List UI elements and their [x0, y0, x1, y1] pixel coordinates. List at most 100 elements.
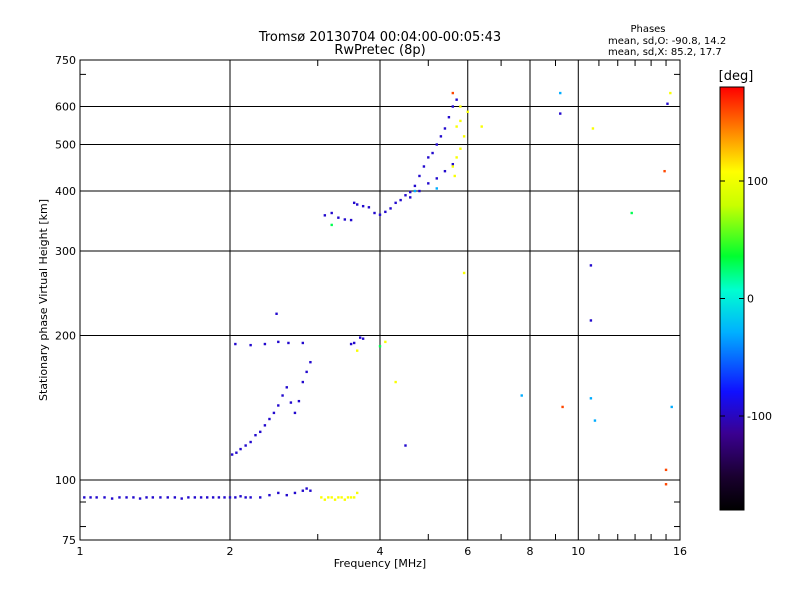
data-point [435, 187, 438, 190]
data-point [589, 397, 593, 400]
data-point [277, 491, 280, 495]
data-point [422, 165, 426, 168]
data-point [404, 194, 407, 197]
data-point [443, 169, 447, 173]
data-point [305, 370, 308, 374]
data-point [349, 218, 353, 222]
data-point [559, 112, 562, 115]
data-point [418, 189, 421, 193]
x-tick-label: 6 [464, 545, 471, 558]
data-point [663, 169, 666, 173]
data-point [337, 216, 340, 219]
data-point [235, 451, 238, 454]
data-point [352, 201, 356, 205]
data-point [409, 190, 412, 194]
data-point [346, 496, 350, 499]
data-point [199, 496, 203, 499]
plot-frame [79, 59, 681, 541]
data-point [352, 496, 356, 499]
stats-header: Phases [630, 24, 665, 35]
data-point [384, 210, 387, 214]
data-point [285, 386, 288, 389]
data-point [559, 91, 562, 95]
data-point [361, 204, 365, 208]
y-tick-label: 400 [55, 185, 76, 198]
plot-area: 1 2 4 6 8 10 16 75 100 200 300 400 500 600 750 [55, 54, 687, 558]
y-tick-label: 200 [55, 330, 76, 343]
data-point [480, 125, 483, 128]
data-point [151, 496, 155, 499]
data-point [394, 380, 397, 384]
data-point [451, 91, 455, 95]
data-point [277, 404, 280, 407]
data-point [330, 211, 333, 215]
data-point [330, 223, 333, 227]
data-point [451, 105, 455, 108]
y-tick-label: 500 [55, 139, 76, 152]
data-point [323, 498, 327, 501]
data-point [285, 493, 288, 497]
data-point [305, 487, 308, 490]
data-point [459, 119, 462, 123]
data-point [394, 201, 397, 205]
data-point [110, 497, 114, 500]
data-point [453, 174, 456, 178]
data-point [249, 343, 252, 347]
colorbar-tick-label: 100 [747, 175, 768, 188]
x-tick-label: 2 [227, 545, 234, 558]
axis-ticks: 1 2 4 6 8 10 16 75 100 200 300 400 500 600 750 [55, 54, 687, 558]
data-point [343, 498, 347, 501]
data-point [435, 177, 438, 180]
data-point [297, 399, 301, 403]
data-point [268, 493, 271, 497]
data-point [466, 110, 469, 113]
data-point [268, 417, 271, 421]
data-point [462, 135, 466, 138]
data-points [83, 91, 673, 501]
data-point [301, 380, 305, 384]
x-tick-label: 1 [77, 545, 84, 558]
data-point [309, 489, 312, 492]
x-axis-label: Frequency [MHz] [334, 557, 426, 570]
data-point [293, 411, 297, 415]
x-tick-label: 10 [571, 545, 585, 558]
data-point [254, 433, 257, 437]
data-point [418, 174, 421, 178]
data-point [263, 424, 267, 427]
data-point [427, 182, 430, 185]
data-point [330, 496, 333, 499]
data-point [263, 342, 267, 346]
data-point [630, 211, 633, 215]
colorbar: [deg] 100 0 -100 [719, 69, 772, 511]
data-point [173, 496, 177, 499]
data-point [234, 342, 237, 346]
data-point [244, 496, 247, 499]
data-point [349, 342, 353, 346]
data-point [289, 401, 293, 404]
data-point [132, 496, 135, 499]
data-point [589, 319, 593, 322]
data-point [333, 498, 337, 501]
data-point [431, 151, 434, 155]
data-point [399, 198, 402, 202]
data-point [355, 491, 359, 495]
data-point [327, 496, 330, 499]
colorbar-ticks: 100 0 -100 [720, 175, 772, 423]
data-point [272, 411, 276, 415]
data-point [187, 496, 190, 499]
data-point [301, 489, 305, 492]
data-point [340, 496, 343, 499]
colorbar-label: [deg] [719, 69, 754, 84]
chart-title: Tromsø 20130704 00:04:00-00:05:43 [258, 30, 501, 45]
data-point [293, 491, 297, 495]
data-point [378, 345, 382, 348]
data-point [358, 336, 362, 339]
stats-line-o: mean, sd,O: -90.8, 14.2 [608, 36, 726, 47]
data-point [589, 264, 593, 267]
data-point [118, 496, 121, 499]
data-point [277, 340, 280, 344]
data-point [384, 340, 387, 344]
data-point [125, 496, 128, 499]
data-point [223, 496, 226, 499]
data-point [89, 496, 92, 499]
